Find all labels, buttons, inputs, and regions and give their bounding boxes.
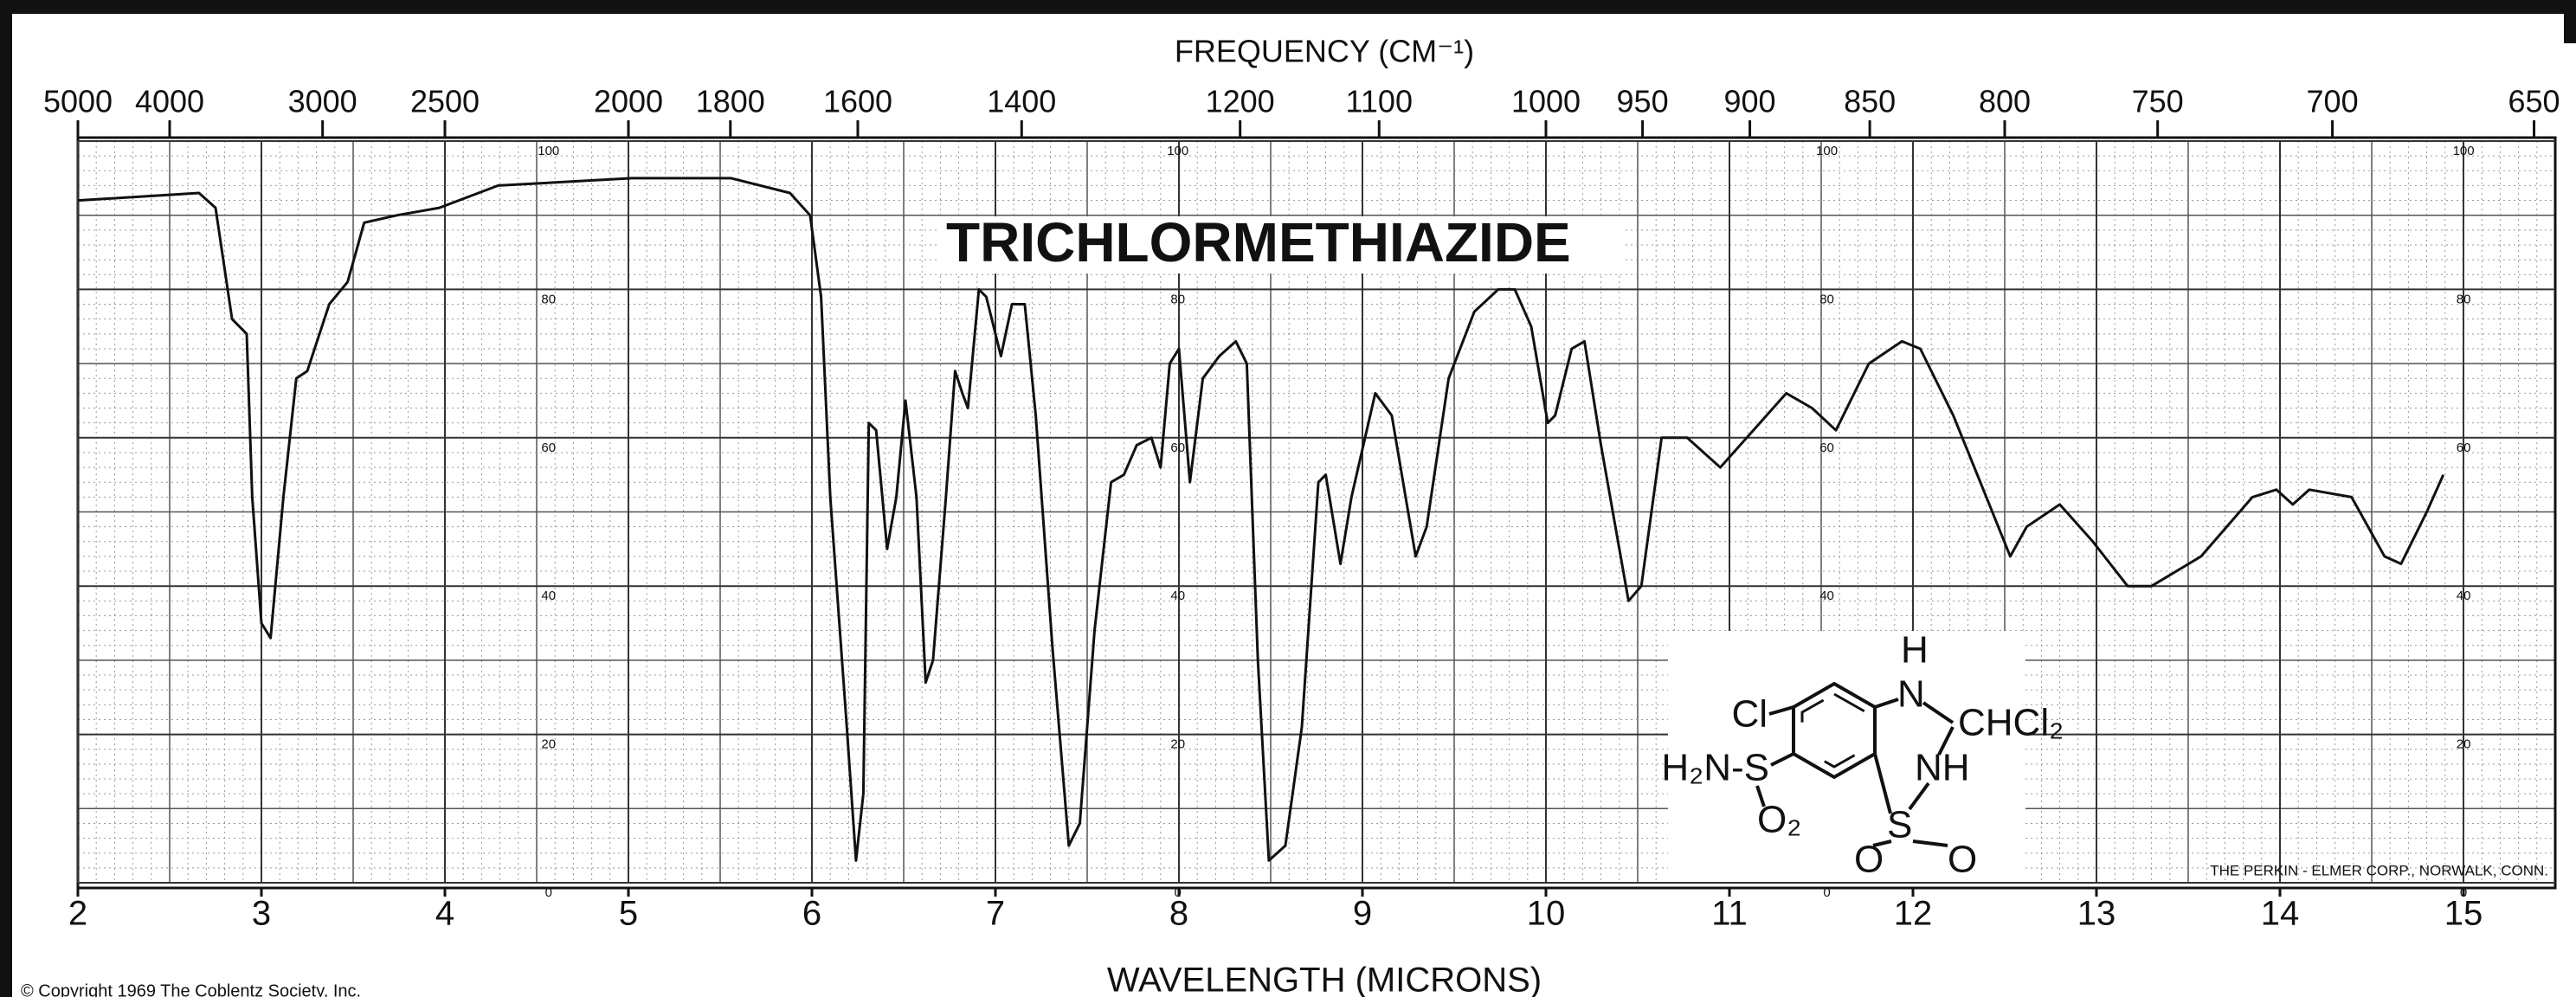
x-axis-label: WAVELENGTH (MICRONS)	[1107, 962, 1542, 997]
bond	[1937, 726, 1955, 756]
x2-tick-label: 4000	[135, 84, 204, 119]
frame-right	[2564, 0, 2576, 43]
structure-label: NH	[1915, 747, 1970, 789]
y-tick-label: 100	[1816, 144, 1838, 158]
structure-label: H₂N-S	[1661, 747, 1769, 789]
y-tick-label: 40	[2457, 589, 2471, 603]
bond	[1908, 782, 1930, 811]
structure-label: S	[1887, 804, 1912, 846]
footer: THE PERKIN - ELMER CORP., NORWALK, CONN.	[2210, 862, 2548, 878]
y-tick-label: 20	[541, 737, 556, 752]
y-tick-label: 60	[1819, 441, 1834, 455]
x-tick-label: 7	[986, 895, 1005, 933]
x2-tick-label: 1200	[1206, 84, 1275, 119]
x2-tick-label: 700	[2307, 84, 2359, 119]
y-tick-label: 100	[2453, 144, 2475, 158]
x-tick-label: 13	[2077, 895, 2116, 933]
y-tick-label: 40	[541, 589, 556, 603]
y-tick-label: 100	[538, 144, 559, 158]
x-tick-label: 8	[1169, 895, 1188, 933]
x2-tick-label: 1100	[1346, 84, 1413, 119]
x2-tick-label: 1800	[696, 84, 765, 119]
x2-tick-label: 900	[1724, 84, 1776, 119]
structure-label: O	[1948, 839, 1977, 881]
y-tick-label: 0	[1175, 885, 1182, 900]
frame-top	[0, 0, 2576, 14]
bond	[1873, 753, 1892, 814]
frame-left	[0, 0, 12, 997]
y-tick-label: 60	[2457, 441, 2471, 455]
spectrum-line	[77, 177, 2445, 862]
y-tick-label: 20	[1170, 737, 1185, 752]
structure-label: N	[1897, 673, 1925, 716]
x2-axis-label: FREQUENCY (CM⁻¹)	[1175, 34, 1474, 69]
structure: H N CHCl₂ Cl H₂N-S NH O₂ S O O	[1661, 629, 2064, 882]
y-tick-label: 0	[545, 885, 552, 900]
x-tick-label: 3	[252, 895, 271, 933]
y-tick-label: 80	[541, 292, 556, 306]
y-tick-label: 60	[1170, 441, 1185, 455]
y-tick-label: 100	[1167, 144, 1188, 158]
x2-tick-label: 2000	[594, 84, 663, 119]
x2-tick-label: 950	[1617, 84, 1669, 119]
structure-label: CHCl₂	[1958, 702, 2064, 744]
x2-tick-label: 5000	[43, 84, 113, 119]
title-background	[939, 216, 1623, 273]
y-tick-label: 0	[2460, 885, 2467, 900]
structure-label: H	[1901, 629, 1929, 672]
y-tick-label: 40	[1170, 589, 1185, 603]
x-tick-label: 15	[2444, 895, 2483, 933]
bond	[1770, 752, 1794, 767]
bond	[1768, 705, 1794, 716]
x-tick-label: 6	[802, 895, 821, 933]
x-tick-label: 11	[1711, 895, 1748, 933]
x-tick-label: 5	[619, 895, 638, 933]
copyright: © Copyright 1969 The Coblentz Society, I…	[21, 981, 361, 997]
x-tick-label: 10	[1527, 895, 1566, 933]
bond	[1755, 785, 1766, 807]
x2-tick-label: 3000	[288, 84, 357, 119]
bond	[1922, 701, 1955, 724]
bond	[1874, 698, 1899, 709]
y-tick-label: 20	[2457, 737, 2471, 752]
x-tick-label: 2	[68, 895, 87, 933]
y-tick-label: 80	[1819, 292, 1834, 306]
x-tick-label: 14	[2261, 895, 2300, 933]
y-tick-label: 60	[541, 441, 556, 455]
y-tick-label: 80	[2457, 292, 2471, 306]
x2-tick-label: 800	[1979, 84, 2031, 119]
x2-tick-label: 650	[2508, 84, 2560, 119]
y-tick-label: 40	[1819, 589, 1834, 603]
ring-inner	[1800, 692, 1868, 769]
structure-label: O₂	[1757, 799, 1801, 841]
structure-label: Cl	[1731, 693, 1768, 736]
x2-tick-label: 750	[2132, 84, 2184, 119]
x-tick-label: 12	[1894, 895, 1933, 933]
x2-tick-label: 1600	[823, 84, 892, 119]
x-tick-label: 9	[1353, 895, 1372, 933]
x2-tick-label: 2500	[410, 84, 480, 119]
bond	[1912, 839, 1948, 847]
x2-tick-label: 1400	[987, 84, 1056, 119]
structure-label: O	[1854, 839, 1884, 881]
x-tick-label: 4	[435, 895, 454, 933]
y-tick-label: 0	[1823, 885, 1830, 900]
x2-tick-label: 850	[1844, 84, 1896, 119]
y-tick-label: 80	[1170, 292, 1185, 306]
bond	[1872, 839, 1892, 847]
chart-title: TRICHLORMETHIAZIDE	[946, 211, 1571, 273]
grid: 2345678910111213141500002020202040404040…	[43, 84, 2560, 933]
plot	[77, 177, 2445, 862]
structure-background	[1668, 631, 2025, 882]
x2-tick-label: 1000	[1511, 84, 1581, 119]
